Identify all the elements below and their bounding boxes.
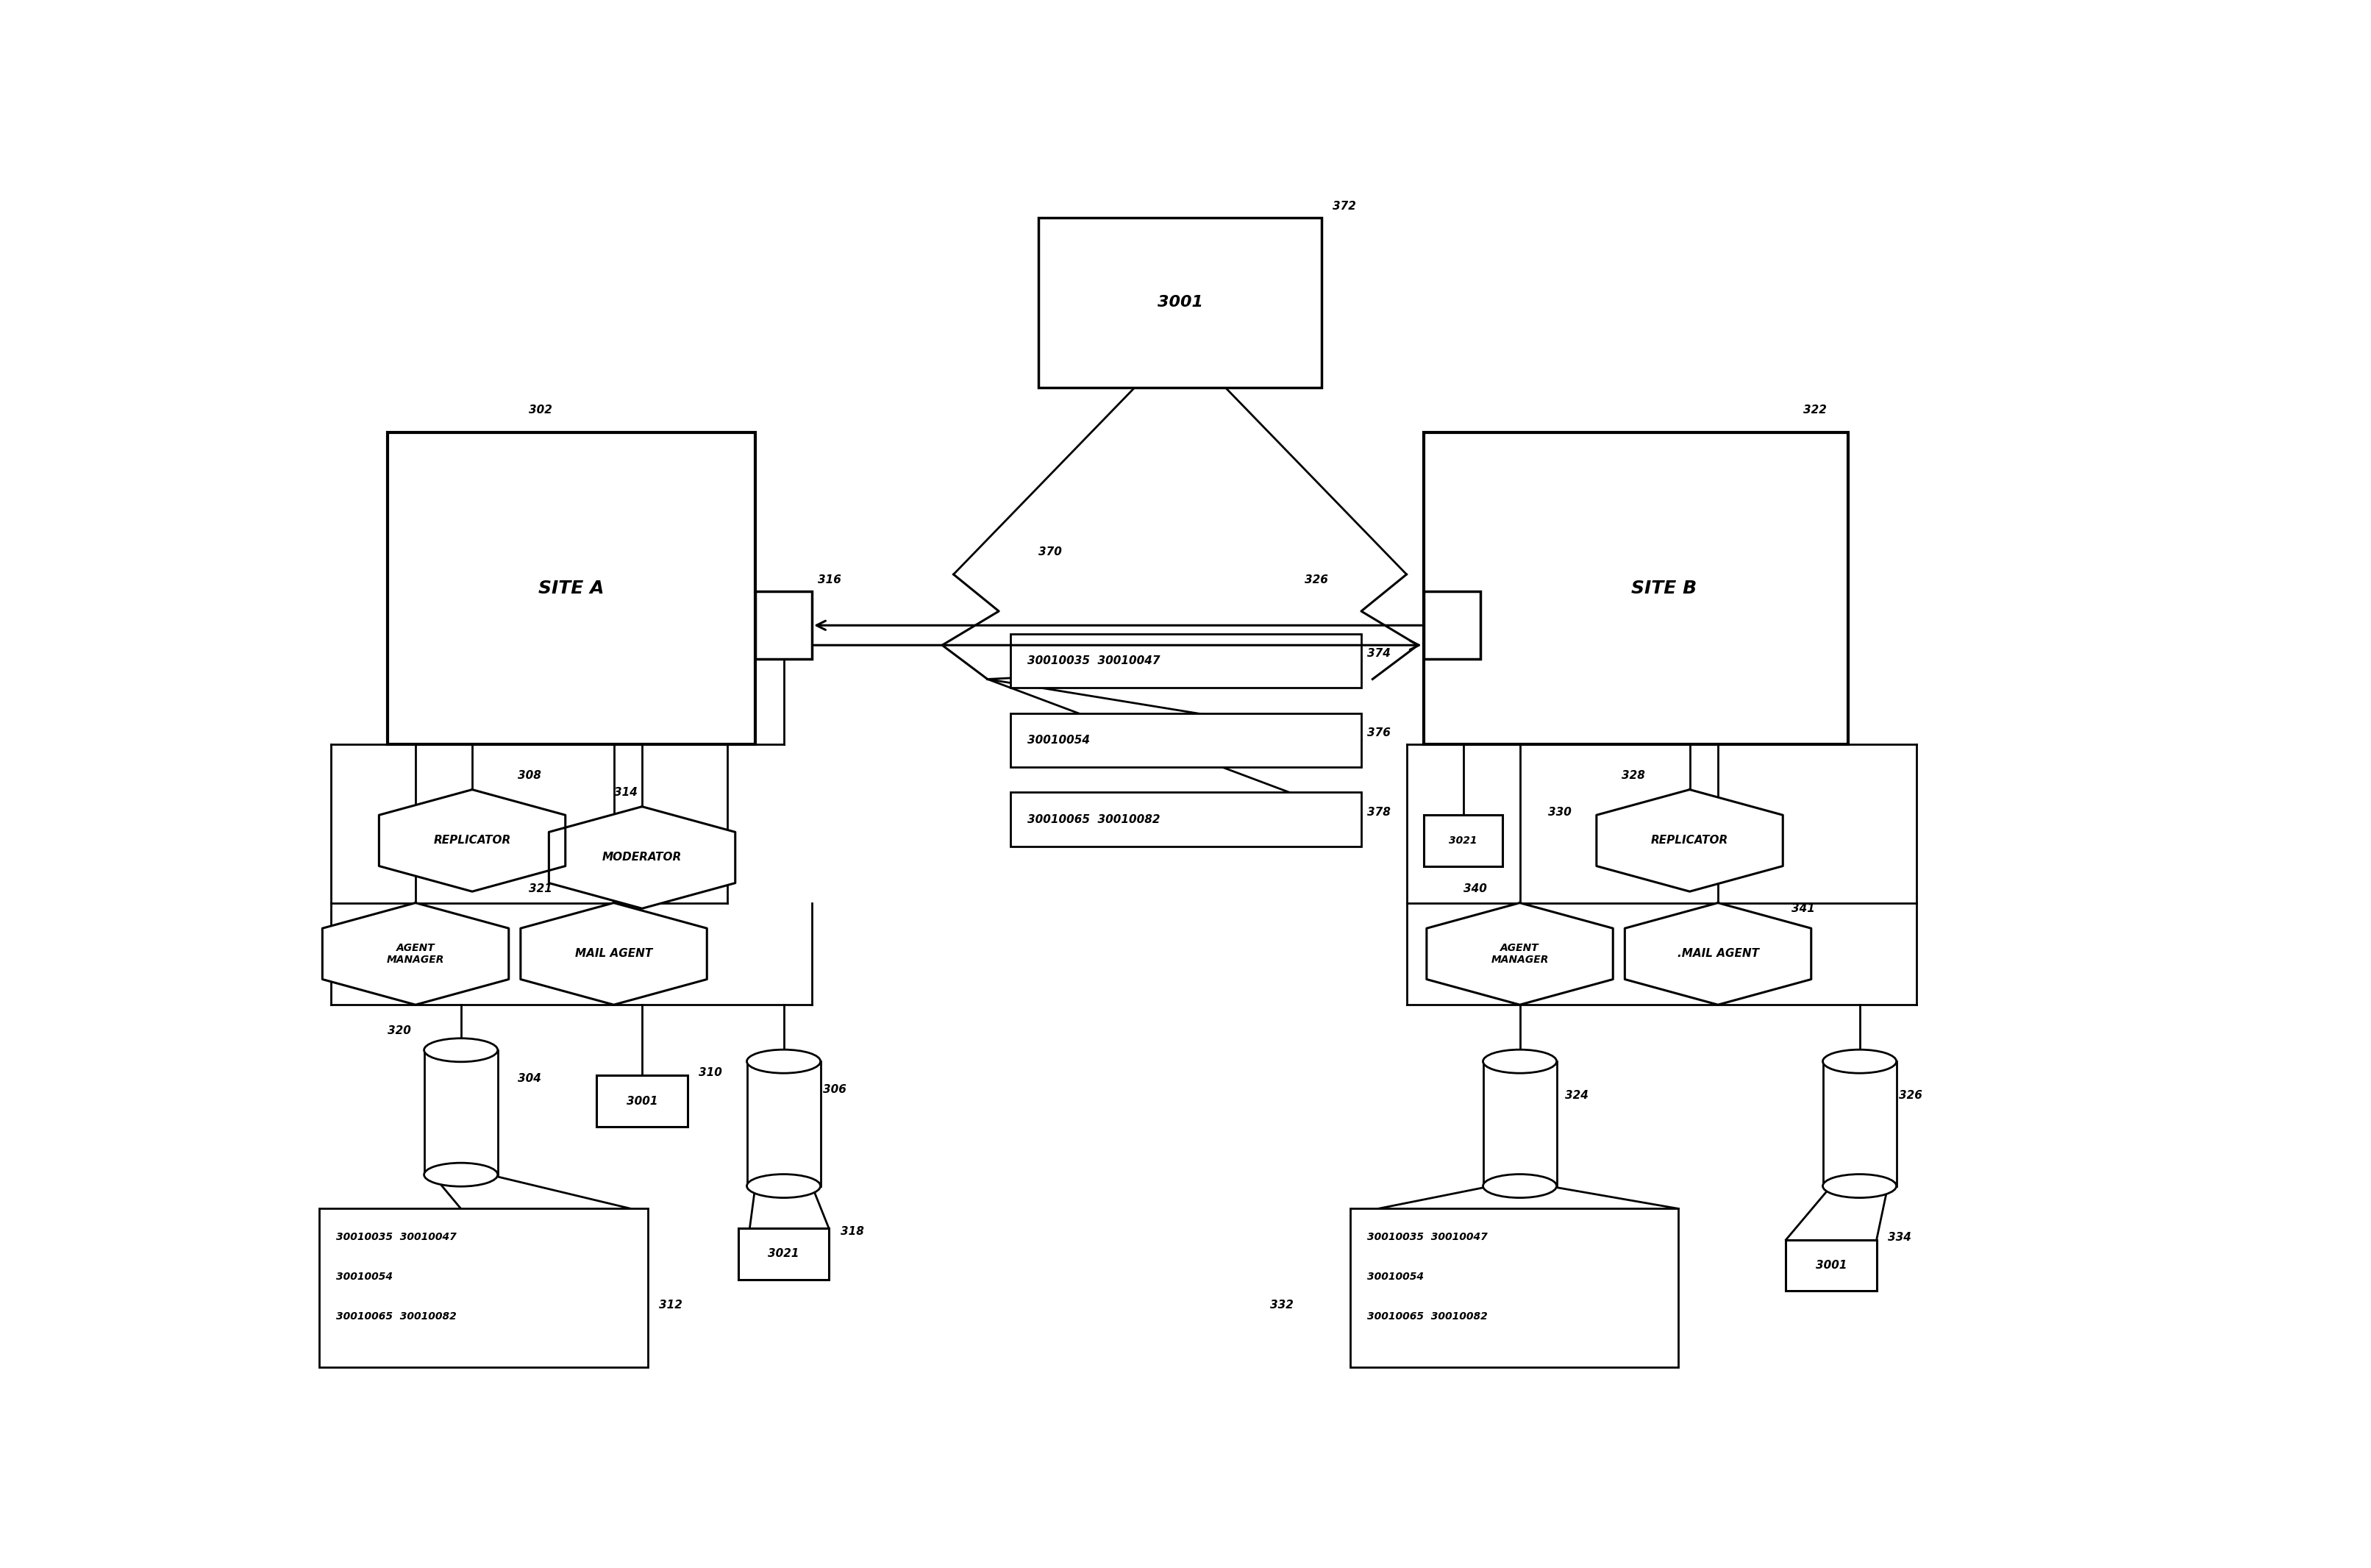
Text: 322: 322 <box>1802 405 1826 416</box>
Text: 330: 330 <box>1548 808 1572 818</box>
Ellipse shape <box>1823 1049 1897 1073</box>
Text: 332: 332 <box>1271 1300 1292 1311</box>
Bar <box>1010 713 1361 767</box>
Bar <box>320 1209 647 1367</box>
Bar <box>386 433 756 745</box>
Text: SITE B: SITE B <box>1631 580 1698 597</box>
Text: AGENT
MANAGER: AGENT MANAGER <box>386 942 443 964</box>
Bar <box>1010 792 1361 847</box>
Text: 30010054: 30010054 <box>1027 734 1091 745</box>
Polygon shape <box>379 790 564 892</box>
Text: 312: 312 <box>659 1300 683 1311</box>
Text: 310: 310 <box>699 1068 723 1079</box>
Text: 3021: 3021 <box>1449 836 1477 845</box>
Text: 304: 304 <box>517 1073 541 1083</box>
Text: 308: 308 <box>517 770 541 781</box>
Ellipse shape <box>424 1163 498 1187</box>
Text: 30010035  30010047: 30010035 30010047 <box>1368 1232 1487 1242</box>
Text: REPLICATOR: REPLICATOR <box>1650 836 1728 847</box>
Text: 340: 340 <box>1463 883 1487 894</box>
Bar <box>1010 633 1361 688</box>
Ellipse shape <box>1482 1049 1558 1073</box>
Polygon shape <box>1427 903 1612 1005</box>
Text: 30010035  30010047: 30010035 30010047 <box>337 1232 458 1242</box>
Text: MODERATOR: MODERATOR <box>602 851 683 862</box>
Text: 324: 324 <box>1565 1090 1589 1101</box>
Bar <box>737 1228 830 1279</box>
Ellipse shape <box>747 1174 820 1198</box>
Text: 314: 314 <box>614 787 638 798</box>
Text: 3001: 3001 <box>1816 1259 1847 1270</box>
Text: 376: 376 <box>1368 728 1389 739</box>
Polygon shape <box>322 903 510 1005</box>
Text: 374: 374 <box>1368 648 1389 659</box>
Text: 3001: 3001 <box>626 1096 657 1107</box>
Text: 370: 370 <box>1038 546 1062 557</box>
Ellipse shape <box>424 1038 498 1062</box>
Text: 30010035  30010047: 30010035 30010047 <box>1027 655 1159 666</box>
Ellipse shape <box>1482 1174 1558 1198</box>
Bar <box>1423 433 1849 745</box>
Bar <box>1038 218 1321 387</box>
Bar <box>1423 591 1480 659</box>
Text: 320: 320 <box>386 1025 410 1036</box>
Text: 306: 306 <box>823 1085 846 1096</box>
Polygon shape <box>1596 790 1783 892</box>
Text: 372: 372 <box>1333 201 1356 212</box>
Text: MAIL AGENT: MAIL AGENT <box>576 949 652 960</box>
Text: AGENT
MANAGER: AGENT MANAGER <box>1491 942 1548 964</box>
Bar <box>756 591 811 659</box>
Bar <box>1785 1240 1875 1290</box>
Text: 316: 316 <box>818 575 842 586</box>
Text: SITE A: SITE A <box>538 580 605 597</box>
Text: 30010065  30010082: 30010065 30010082 <box>337 1311 458 1322</box>
Bar <box>1823 1062 1897 1185</box>
Text: 302: 302 <box>529 405 552 416</box>
Text: 328: 328 <box>1622 770 1645 781</box>
Ellipse shape <box>1823 1174 1897 1198</box>
Text: REPLICATOR: REPLICATOR <box>434 836 510 847</box>
Bar <box>1423 815 1503 866</box>
Text: 326: 326 <box>1304 575 1328 586</box>
Text: 3001: 3001 <box>1157 295 1202 310</box>
Text: 30010065  30010082: 30010065 30010082 <box>1027 814 1159 825</box>
Polygon shape <box>550 806 735 908</box>
Text: 318: 318 <box>839 1226 863 1237</box>
Text: 30010065  30010082: 30010065 30010082 <box>1368 1311 1487 1322</box>
Text: 321: 321 <box>529 883 552 894</box>
Bar <box>1349 1209 1679 1367</box>
Text: 326: 326 <box>1899 1090 1923 1101</box>
Text: 378: 378 <box>1368 808 1389 818</box>
Bar <box>747 1062 820 1185</box>
Text: 30010054: 30010054 <box>337 1272 394 1281</box>
Text: 3021: 3021 <box>768 1248 799 1259</box>
Ellipse shape <box>747 1049 820 1073</box>
Text: 334: 334 <box>1887 1231 1911 1242</box>
Polygon shape <box>1624 903 1811 1005</box>
Bar <box>1482 1062 1558 1185</box>
Polygon shape <box>522 903 707 1005</box>
Text: 30010054: 30010054 <box>1368 1272 1423 1281</box>
Bar <box>424 1051 498 1174</box>
Text: .MAIL AGENT: .MAIL AGENT <box>1676 949 1759 960</box>
Bar <box>597 1076 688 1126</box>
Text: 341: 341 <box>1792 903 1816 914</box>
